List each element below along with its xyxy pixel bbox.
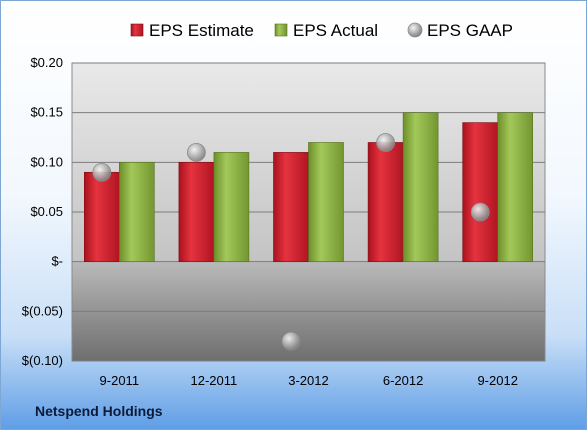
gaap-markers xyxy=(92,133,490,351)
bar-eps-actual xyxy=(119,162,155,262)
legend-label: EPS GAAP xyxy=(427,21,513,40)
bar-eps-estimate xyxy=(178,162,215,262)
bar-eps-actual xyxy=(402,112,439,262)
y-tick-label: $0.20 xyxy=(30,55,63,70)
marker-eps-gaap xyxy=(470,202,490,222)
x-tick-label: 3-2012 xyxy=(288,373,328,388)
x-tick-label: 6-2012 xyxy=(383,373,423,388)
legend-swatch xyxy=(130,23,144,37)
x-axis: 9-2011 12-2011 3-2012 6-2012 9-2012 xyxy=(100,373,518,388)
bar-eps-estimate xyxy=(84,171,120,262)
y-tick-label: $0.15 xyxy=(30,105,63,120)
marker-eps-gaap xyxy=(92,162,112,182)
company-name: Netspend Holdings xyxy=(35,403,163,419)
bar-eps-actual xyxy=(213,152,250,262)
y-tick-label: $(0.10) xyxy=(22,353,63,368)
marker-eps-gaap xyxy=(186,142,206,162)
bar-eps-estimate xyxy=(367,142,404,262)
bars xyxy=(84,112,534,262)
legend-label: EPS Estimate xyxy=(149,21,254,40)
x-tick-label: 9-2012 xyxy=(477,373,517,388)
marker-eps-gaap xyxy=(281,331,301,351)
y-tick-label: $- xyxy=(51,254,63,269)
legend-label: EPS Actual xyxy=(293,21,378,40)
y-axis: $0.20 $0.15 $0.10 $0.05 $- $(0.05) $(0.10) xyxy=(22,55,63,368)
x-tick-label: 12-2011 xyxy=(191,373,238,388)
y-tick-label: $0.05 xyxy=(30,204,63,219)
legend-swatch xyxy=(407,22,423,38)
bar-eps-estimate xyxy=(273,152,309,262)
x-tick-label: 9-2011 xyxy=(100,373,140,388)
marker-eps-gaap xyxy=(376,133,396,152)
bar-eps-actual xyxy=(308,142,344,262)
bar-eps-actual xyxy=(497,112,534,262)
y-tick-label: $0.10 xyxy=(30,154,63,169)
legend-swatch xyxy=(274,23,288,37)
bar-eps-estimate xyxy=(462,122,499,262)
legend: EPS Estimate EPS Actual EPS GAAP xyxy=(130,21,513,40)
y-tick-label: $(0.05) xyxy=(22,303,63,318)
